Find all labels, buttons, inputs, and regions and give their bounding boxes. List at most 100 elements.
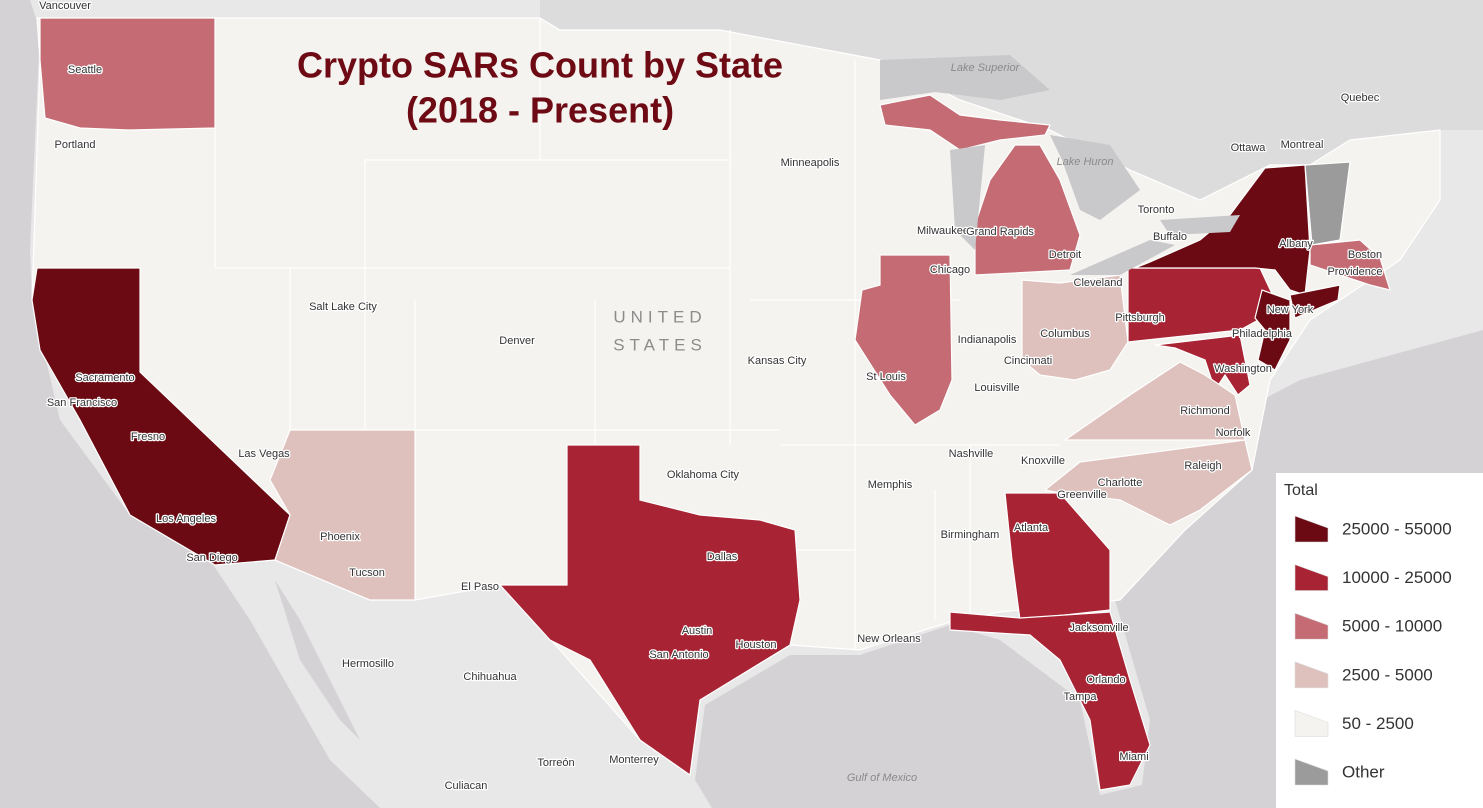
state-georgia [1004,492,1111,621]
city-label: Boston [1348,249,1382,261]
city-label: Greenville [1057,489,1107,501]
city-label: Indianapolis [958,334,1017,346]
state-connecticut [1289,284,1341,319]
city-label: Milwaukee [917,225,969,237]
city-label: Seattle [68,64,102,76]
water-label: Gulf of Mexico [847,772,917,784]
city-label: Richmond [1180,405,1230,417]
great-lakes [880,55,1240,275]
city-label: Salt Lake City [309,301,377,313]
city-label: Albany [1279,238,1313,250]
water-label: Lake Superior [951,62,1021,74]
state-massachusetts [1309,239,1391,291]
city-label: Norfolk [1216,427,1251,439]
city-label: Kansas City [748,355,807,367]
legend-label: 2500 - 5000 [1342,665,1433,684]
city-label: San Francisco [47,397,117,409]
city-label: Buffalo [1153,231,1187,243]
city-label: Montreal [1281,139,1324,151]
city-label: Monterrey [609,754,659,766]
city-label: Atlanta [1014,522,1049,534]
city-label: Washington [1214,363,1272,375]
city-label: San Diego [186,552,237,564]
city-label: Orlando [1086,674,1125,686]
city-label: Oklahoma City [667,469,740,481]
city-label: Portland [55,139,96,151]
city-label: Philadelphia [1232,328,1293,340]
city-label: Columbus [1040,328,1090,340]
legend-label: 10000 - 25000 [1342,568,1452,587]
city-label: Tampa [1063,691,1097,703]
city-label: Vancouver [39,0,91,12]
legend-label: 5000 - 10000 [1342,617,1442,636]
state-vermont [1304,161,1351,246]
city-label: Fresno [131,431,165,443]
state-florida [949,611,1151,791]
lake-michigan [950,145,985,250]
lake-superior [880,55,1050,100]
city-label: Chicago [930,264,970,276]
city-label: Minneapolis [781,157,840,169]
city-label: Denver [499,335,535,347]
title-line: (2018 - Present) [406,90,674,131]
city-label: Toronto [1138,204,1175,216]
city-label: Miami [1119,751,1148,763]
state-michigan-upper [879,94,1051,151]
city-label: Louisville [974,382,1019,394]
legend-label: Other [1342,762,1385,781]
city-label: Jacksonville [1069,622,1128,634]
legend-swatch [1294,612,1329,640]
city-label: Providence [1327,266,1382,278]
state-california [31,267,291,566]
legend-swatch [1294,758,1329,786]
legend-swatch [1294,564,1329,591]
city-label: El Paso [461,581,499,593]
legend-label: 25000 - 55000 [1342,519,1452,538]
gulf-of-california [275,580,360,740]
state-new-jersey [1254,289,1291,371]
labels: Vancouver Seattle Portland Minneapolis Quebe… [38,0,1384,793]
city-label: New York [1267,304,1314,316]
legend-swatch [1294,515,1329,543]
city-label: Torreón [537,757,574,769]
country-label: UNITED [613,307,706,326]
city-label: Cincinnati [1004,355,1052,367]
pacific-ocean [0,0,380,808]
city-label: Nashville [949,448,994,460]
canada-north [540,0,1483,200]
city-label: Sacramento [75,372,134,384]
state-washington [39,17,216,131]
city-label: Pittsburgh [1115,312,1165,324]
city-label: Ottawa [1231,142,1267,154]
city-label: Las Vegas [238,448,290,460]
water-label: Lake Huron [1057,156,1114,168]
city-label: Quebec [1341,92,1380,104]
city-label: St Louis [866,371,906,383]
city-label: Phoenix [320,531,360,543]
city-label: Austin [682,625,713,637]
city-label: San Antonio [649,649,708,661]
legend-title: Total [1284,482,1318,499]
city-label: Dallas [707,551,738,563]
city-label: Grand Rapids [966,226,1034,238]
states [31,17,1391,791]
city-label: Birmingham [941,529,1000,541]
state-maryland [1154,334,1251,396]
city-label: Charlotte [1098,477,1143,489]
city-label: New Orleans [857,633,921,645]
city-label: Cleveland [1074,277,1123,289]
city-label: Tucson [349,567,385,579]
legend-swatch [1294,661,1329,689]
city-label: Houston [736,639,777,651]
legend: Total 25000 - 55000 10000 - 25000 5000 - 1… [1276,473,1483,808]
city-label: Raleigh [1184,460,1221,472]
lake-erie [1070,240,1175,275]
state-north-carolina [1043,439,1253,526]
city-label: Los Angeles [156,513,216,525]
city-label: Detroit [1049,249,1081,261]
lake-huron [1050,135,1140,220]
city-label: Hermosillo [342,658,394,670]
state-texas [498,444,801,777]
city-label: Culiacan [445,780,488,792]
